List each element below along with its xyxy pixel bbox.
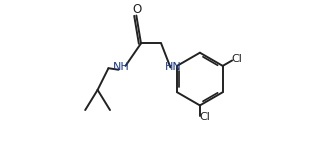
Text: Cl: Cl <box>199 113 210 122</box>
Text: Cl: Cl <box>231 54 242 64</box>
Text: HN: HN <box>165 62 182 72</box>
Text: O: O <box>132 3 142 16</box>
Text: NH: NH <box>113 62 130 72</box>
